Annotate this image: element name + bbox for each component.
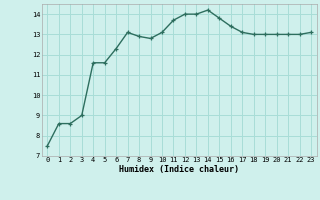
X-axis label: Humidex (Indice chaleur): Humidex (Indice chaleur) [119, 165, 239, 174]
